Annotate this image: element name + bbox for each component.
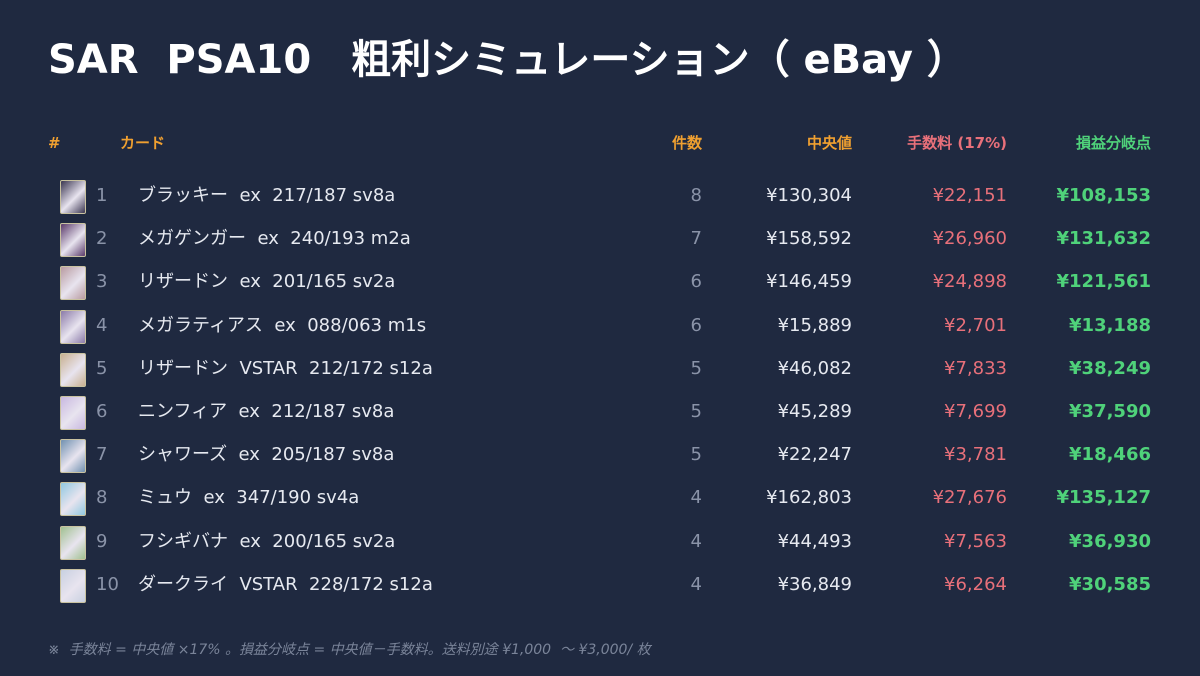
column-header: # [48,134,61,152]
median-price: ¥146,459 [766,271,852,293]
rank: 2 [96,228,108,250]
column-header: 中央値 [806,134,852,152]
breakeven: ¥135,127 [1056,487,1151,509]
column-header: 件数 [671,134,702,152]
median-price: ¥44,493 [777,530,852,552]
rank: 5 [96,357,108,379]
fee: ¥7,699 [944,401,1007,422]
card-thumbnail [60,525,86,560]
card-thumbnail [60,266,86,301]
card-name: ミュウ ex 347/190 sv4a [138,487,360,509]
breakeven: ¥131,632 [1056,228,1151,250]
card-thumbnail [60,223,86,258]
count: 6 [690,271,702,293]
fee: ¥7,833 [944,357,1007,379]
fee: ¥27,676 [932,487,1007,509]
count: 4 [690,487,702,509]
count: 4 [690,573,702,595]
rank: 10 [96,573,119,595]
breakeven: ¥108,153 [1056,185,1151,206]
breakeven: ¥30,585 [1069,573,1151,595]
count: 7 [690,228,702,250]
median-price: ¥158,592 [766,228,852,250]
breakeven: ¥38,249 [1069,357,1151,379]
count: 5 [690,357,702,379]
rank: 1 [96,185,108,206]
card-name: ブラッキー ex 217/187 sv8a [138,185,396,206]
median-price: ¥162,803 [766,487,852,509]
rank: 8 [96,487,108,509]
median-price: ¥22,247 [777,444,852,466]
fee: ¥6,264 [944,573,1007,595]
card-name: シャワーズ ex 205/187 sv8a [138,444,395,466]
fee: ¥3,781 [944,444,1007,466]
fee: ¥2,701 [944,314,1007,336]
card-name: フシギバナ ex 200/165 sv2a [138,530,396,552]
breakeven: ¥13,188 [1069,314,1151,336]
median-price: ¥15,889 [777,314,852,336]
fee: ¥24,898 [932,271,1007,293]
card-thumbnail [60,482,86,517]
card-thumbnail [60,568,86,603]
breakeven: ¥18,466 [1069,444,1151,466]
column-header: 損益分岐点 [1075,134,1151,152]
card-name: メガゲンガー ex 240/193 m2a [138,228,411,250]
breakeven: ¥37,590 [1069,401,1151,422]
count: 6 [690,314,702,336]
footnote: ※ 手数料 = 中央値 ×17% 。損益分岐点 = 中央値－手数料。送料別途 ¥… [48,642,651,658]
fee: ¥7,563 [944,530,1007,552]
median-price: ¥130,304 [766,185,852,206]
fee: ¥26,960 [932,228,1007,250]
rank: 3 [96,271,108,293]
card-name: リザードン VSTAR 212/172 s12a [138,357,433,379]
rank: 6 [96,401,108,422]
column-header: カード [120,134,166,152]
card-thumbnail [60,309,86,344]
rank: 4 [96,314,108,336]
count: 8 [690,185,702,206]
card-name: メガラティアス ex 088/063 m1s [138,314,427,336]
column-header: 手数料 (17%) [907,134,1007,152]
card-name: ニンフィア ex 212/187 sv8a [138,401,395,422]
card-name: ダークライ VSTAR 228/172 s12a [138,573,433,595]
card-thumbnail [60,396,86,430]
median-price: ¥45,289 [777,401,852,422]
median-price: ¥36,849 [777,573,852,595]
count: 5 [690,444,702,466]
card-thumbnail [60,439,86,474]
median-price: ¥46,082 [777,357,852,379]
card-thumbnail [60,352,86,387]
rank: 7 [96,444,108,466]
fee: ¥22,151 [932,185,1007,206]
breakeven: ¥121,561 [1056,271,1151,293]
rank: 9 [96,530,108,552]
count: 5 [690,401,702,422]
title: SAR PSA10 粗利シミュレーション（ eBay ） [48,37,967,83]
breakeven: ¥36,930 [1069,530,1151,552]
card-name: リザードン ex 201/165 sv2a [138,271,396,293]
count: 4 [690,530,702,552]
card-thumbnail [60,180,86,214]
